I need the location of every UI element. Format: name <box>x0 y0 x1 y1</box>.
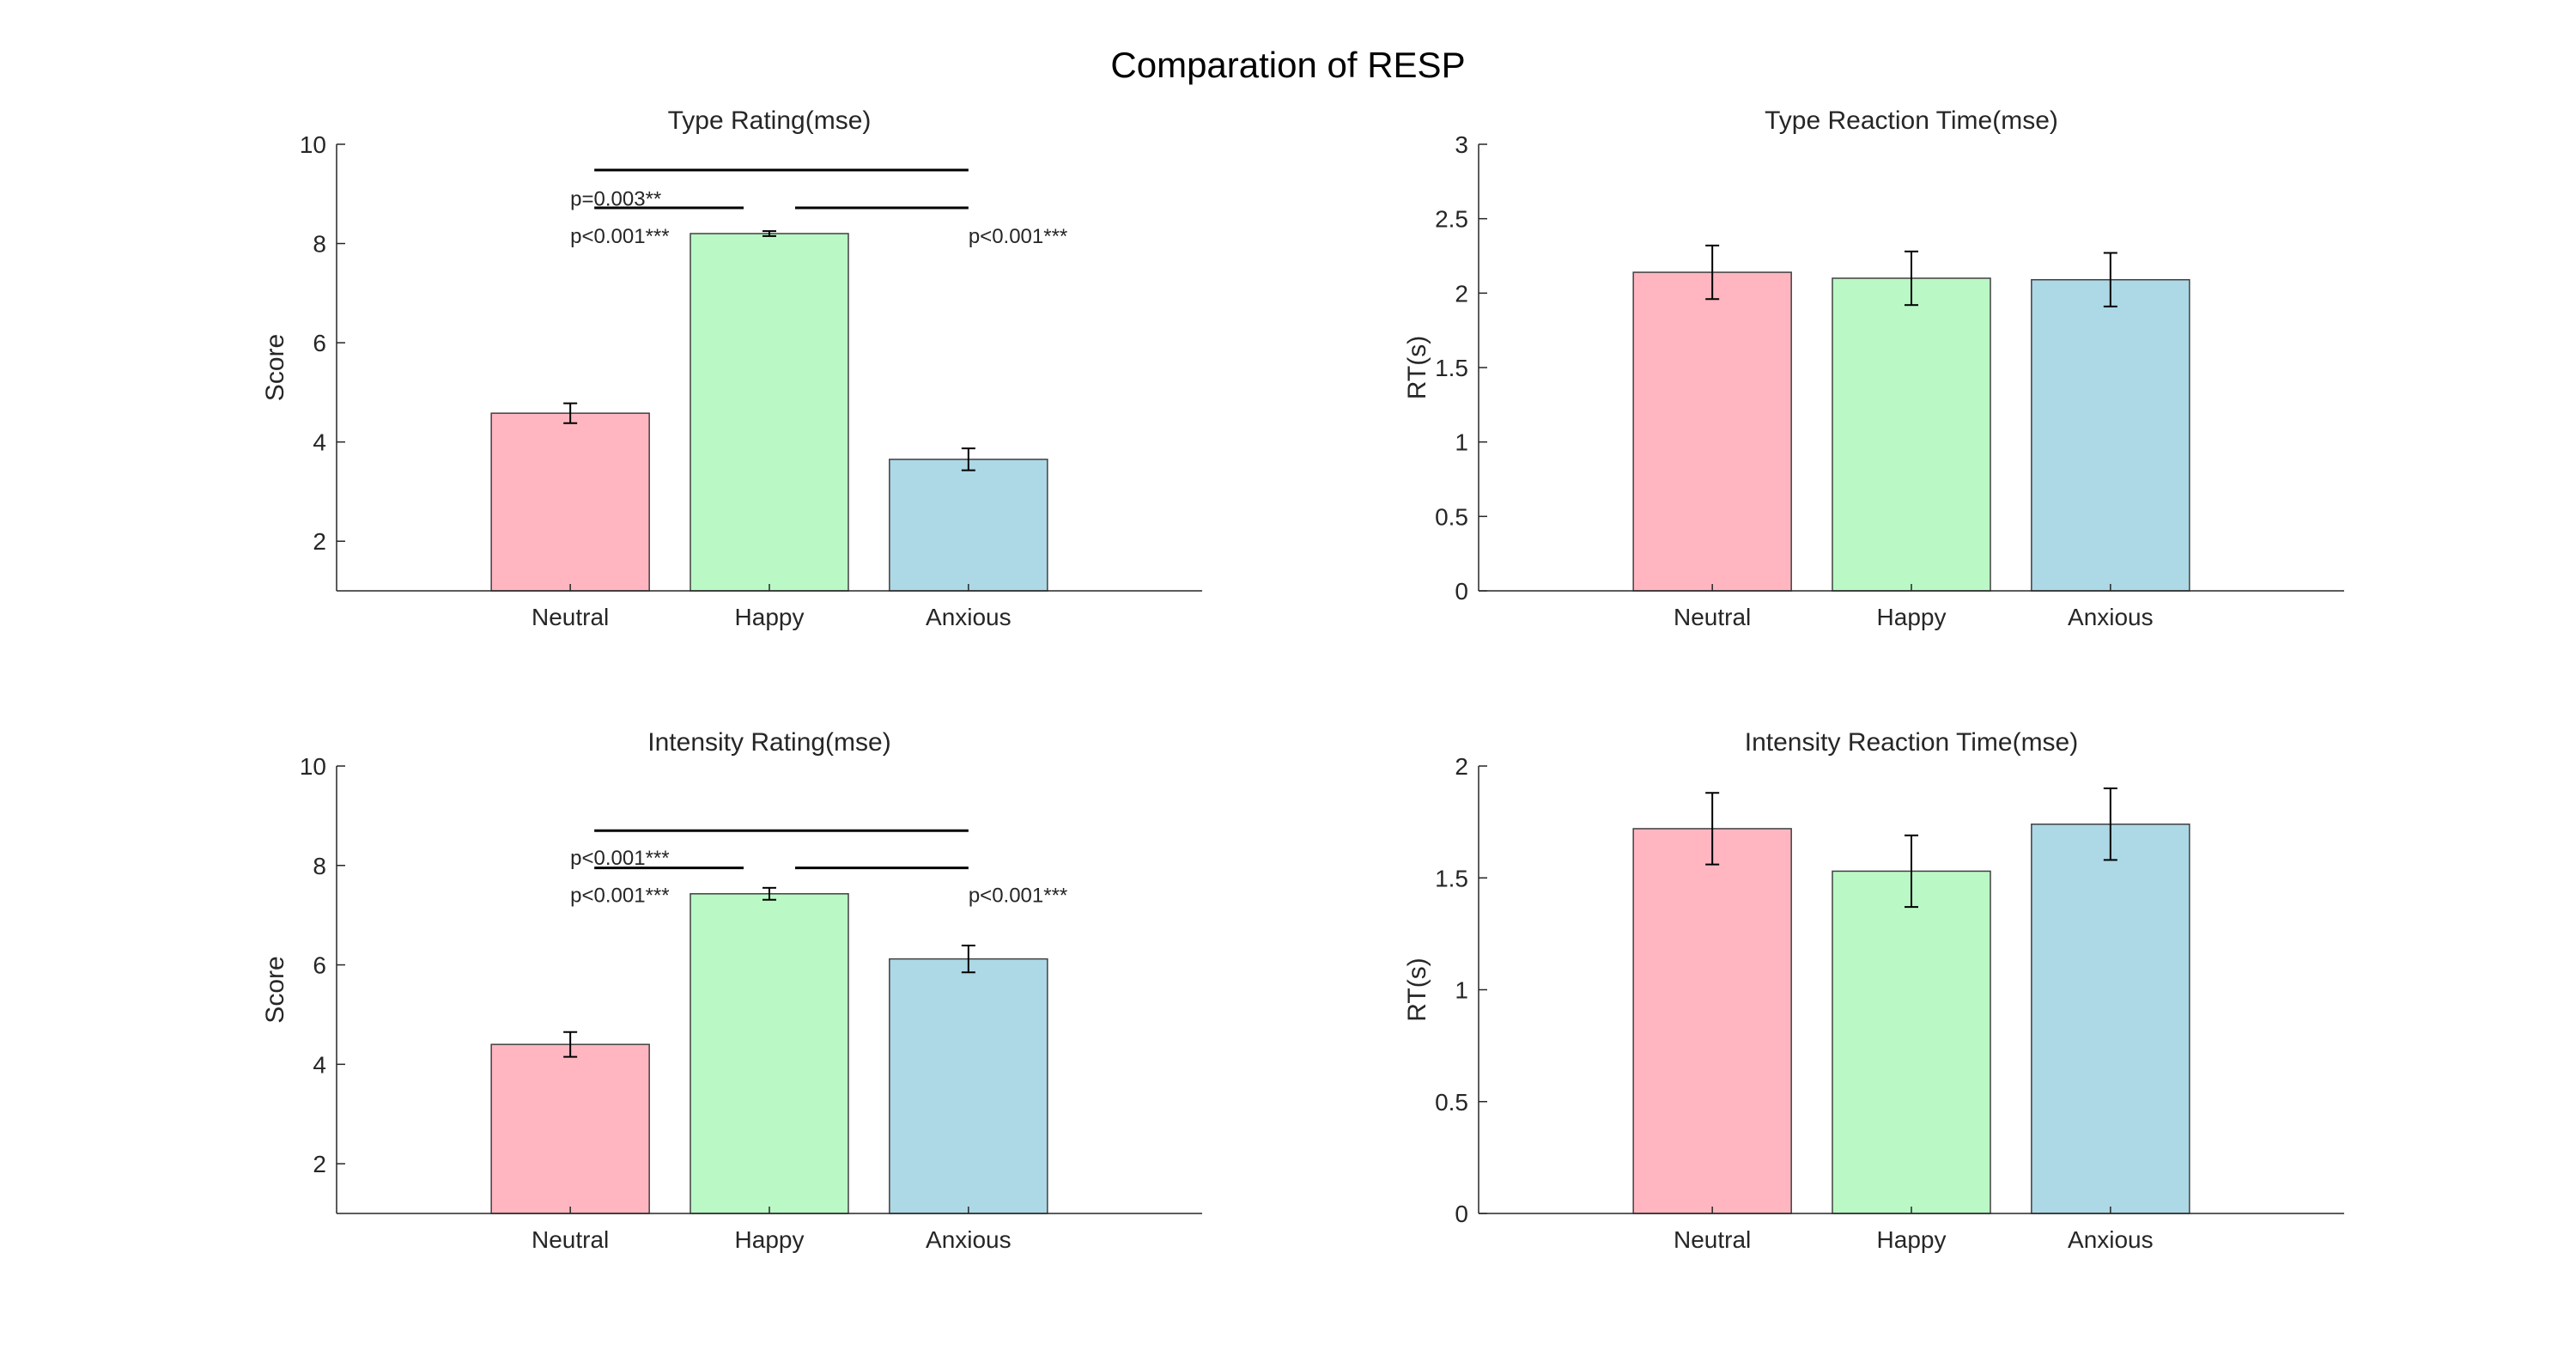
x-tick-label: Happy <box>1877 604 1947 630</box>
y-tick-label: 10 <box>300 131 326 158</box>
y-tick-label: 6 <box>313 330 326 356</box>
bar-happy <box>1832 277 1991 592</box>
error-bar-happy <box>762 886 776 901</box>
bar-neutral <box>1632 828 1792 1214</box>
y-axis-label: Score <box>261 334 289 401</box>
error-bar-anxious <box>2103 788 2117 861</box>
chart-panel-2: Type Reaction Time(mse) RT(s) Neutral Happy… <box>1403 106 2344 630</box>
x-tick-label: Anxious <box>2068 604 2154 630</box>
error-bar-neutral <box>563 1031 578 1058</box>
bar-anxious <box>889 958 1048 1214</box>
y-axis-label: RT(s) <box>1403 336 1431 399</box>
y-tick-label: 2.5 <box>1435 206 1468 233</box>
x-tick-label: Happy <box>1877 1226 1947 1253</box>
y-tick-label: 1 <box>1455 429 1468 456</box>
y-axis-label: Score <box>261 956 289 1023</box>
chart-panel-4: Intensity Reaction Time(mse) RT(s) Neutral… <box>1403 728 2344 1253</box>
bar-neutral <box>490 1043 650 1214</box>
y-tick-label: 0.5 <box>1435 503 1468 530</box>
bar-anxious <box>889 459 1048 592</box>
y-tick-label: 6 <box>313 952 326 979</box>
x-tick-label: Neutral <box>1674 604 1751 630</box>
error-bar-neutral <box>1705 244 1720 301</box>
x-tick-label: Anxious <box>926 604 1012 630</box>
y-tick-label: 8 <box>313 853 326 879</box>
y-tick-label: 0 <box>1455 578 1468 605</box>
y-tick-label: 2 <box>1455 753 1468 780</box>
bar-neutral <box>1632 271 1792 592</box>
chart-title: Intensity Reaction Time(mse) <box>1745 728 2078 757</box>
bar-anxious <box>2031 278 2190 592</box>
significance-label: p<0.001*** <box>570 885 669 908</box>
significance-label: p<0.001*** <box>570 847 669 870</box>
figure-title: Comparation of RESP <box>1110 45 1466 85</box>
bar-neutral <box>490 412 650 592</box>
x-tick-label: Neutral <box>532 1226 609 1253</box>
y-tick-label: 2 <box>313 528 326 555</box>
y-axis-label: RT(s) <box>1403 958 1431 1021</box>
y-tick-label: 3 <box>1455 131 1468 158</box>
y-tick-label: 4 <box>313 1051 326 1078</box>
x-tick-label: Neutral <box>1674 1226 1751 1253</box>
chart-panel-1: Type Rating(mse) Score Neutral Happy Anxious… <box>261 106 1202 630</box>
significance-label: p<0.001*** <box>969 225 1067 248</box>
error-bar-happy <box>762 230 776 237</box>
significance-label: p<0.001*** <box>570 225 669 248</box>
y-tick-label: 1.5 <box>1435 355 1468 381</box>
significance-label: p<0.001*** <box>969 885 1067 908</box>
error-bar-anxious <box>961 447 975 471</box>
y-tick-label: 10 <box>300 753 326 780</box>
bar-happy <box>690 233 849 592</box>
chart-title: Type Reaction Time(mse) <box>1765 106 2058 135</box>
y-tick-label: 0 <box>1455 1201 1468 1227</box>
error-bar-happy <box>1905 250 1918 307</box>
error-bar-anxious <box>961 944 975 974</box>
y-tick-label: 2 <box>313 1151 326 1177</box>
x-tick-label: Happy <box>735 1226 805 1253</box>
y-tick-label: 8 <box>313 231 326 258</box>
x-tick-label: Happy <box>735 604 805 630</box>
bar-happy <box>690 893 849 1214</box>
x-tick-label: Anxious <box>926 1226 1012 1253</box>
y-tick-label: 1.5 <box>1435 865 1468 891</box>
chart-title: Type Rating(mse) <box>668 106 872 135</box>
y-tick-label: 2 <box>1455 280 1468 307</box>
x-tick-label: Neutral <box>532 604 609 630</box>
bar-anxious <box>2031 823 2190 1214</box>
chart-panel-3: Intensity Rating(mse) Score Neutral Happy An… <box>261 728 1202 1253</box>
chart-title: Intensity Rating(mse) <box>647 728 890 757</box>
y-tick-label: 1 <box>1455 977 1468 1004</box>
bar-happy <box>1832 870 1991 1214</box>
error-bar-neutral <box>1705 792 1720 866</box>
y-tick-label: 0.5 <box>1435 1089 1468 1116</box>
error-bar-anxious <box>2103 252 2117 307</box>
error-bar-neutral <box>563 402 578 424</box>
error-bar-happy <box>1905 834 1918 909</box>
y-tick-label: 4 <box>313 429 326 456</box>
x-tick-label: Anxious <box>2068 1226 2154 1253</box>
